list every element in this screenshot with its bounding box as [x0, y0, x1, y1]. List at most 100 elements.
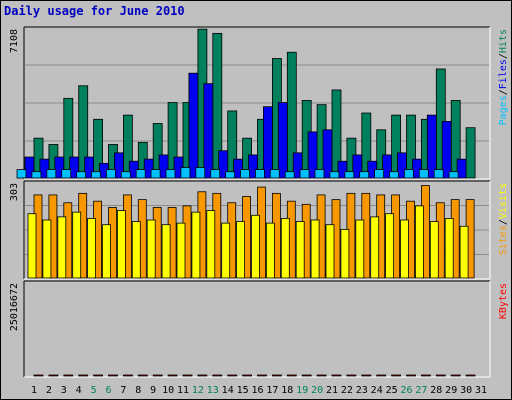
y-max-label-visits: 303 [9, 183, 20, 201]
bar-requests-pages-day-28 [418, 169, 429, 179]
x-tick-label-day-22: 22 [341, 385, 353, 396]
bar-visits-sites-day-21 [325, 224, 335, 279]
x-tick-label-day-16: 16 [251, 385, 263, 396]
bar-visits-sites-day-23 [355, 219, 365, 279]
bar-requests-pages-day-22 [329, 171, 340, 179]
bar-visits-sites-day-11 [176, 222, 186, 279]
bar-requests-files-day-19 [292, 152, 303, 179]
x-tick-label-day-13: 13 [207, 385, 219, 396]
bar-requests-pages-day-10 [150, 169, 161, 179]
bar-requests-files-day-30 [456, 158, 467, 179]
bar-kbytes-kbytes-day-14 [227, 374, 238, 377]
bar-requests-files-day-12 [188, 72, 199, 179]
bar-requests-pages-day-26 [389, 171, 399, 179]
bar-visits-sites-day-7 [117, 210, 126, 279]
bar-requests-files-day-26 [397, 152, 407, 179]
bar-visits-sites-day-6 [102, 224, 111, 279]
bar-requests-files-day-21 [322, 129, 333, 179]
x-tick-label-day-3: 3 [61, 385, 67, 396]
legend-entry-separator: / [498, 89, 509, 95]
x-tick-label-day-17: 17 [266, 385, 278, 396]
bar-visits-sites-day-9 [146, 219, 156, 279]
bar-visits-sites-day-10 [161, 224, 171, 279]
bar-requests-pages-day-3 [46, 169, 57, 179]
x-tick-label-day-11: 11 [177, 385, 189, 396]
x-tick-label-day-21: 21 [326, 385, 338, 396]
bar-requests-pages-day-20 [299, 169, 310, 179]
bar-visits-sites-day-14 [221, 222, 231, 279]
bar-requests-files-day-1 [24, 156, 35, 179]
bar-kbytes-kbytes-day-29 [450, 374, 461, 377]
bar-requests-pages-day-11 [165, 169, 176, 179]
bar-requests-files-day-23 [352, 154, 363, 179]
x-tick-label-day-8: 8 [135, 385, 141, 396]
bar-requests-files-day-22 [337, 160, 348, 179]
bar-requests-pages-day-21 [314, 169, 325, 179]
bar-visits-sites-day-3 [57, 216, 67, 279]
bar-visits-sites-day-26 [400, 219, 409, 279]
bar-requests-files-day-16 [248, 154, 258, 179]
bar-visits-sites-day-22 [340, 229, 350, 279]
bar-kbytes-kbytes-day-9 [152, 374, 163, 377]
legend-entry-visits: Visits [498, 183, 509, 219]
bar-requests-pages-day-6 [91, 171, 101, 179]
bar-kbytes-kbytes-day-25 [391, 374, 402, 377]
x-tick-label-day-6: 6 [105, 385, 111, 396]
bar-requests-files-day-17 [262, 106, 273, 179]
bar-kbytes-kbytes-day-23 [361, 374, 372, 377]
legend-entry-separator: / [498, 219, 509, 225]
bar-requests-files-day-3 [54, 156, 65, 179]
bar-requests-files-day-14 [218, 150, 229, 179]
bar-visits-sites-day-19 [295, 221, 305, 279]
x-tick-label-day-7: 7 [120, 385, 126, 396]
legend-requests: Pages/Files/Hits [498, 29, 509, 125]
bar-requests-files-day-27 [411, 158, 422, 179]
bar-kbytes-kbytes-day-16 [257, 374, 267, 377]
x-tick-label-day-23: 23 [356, 385, 368, 396]
bar-visits-sites-day-25 [385, 213, 395, 279]
legend-visits: Sites/Visits [498, 183, 509, 255]
bar-requests-pages-day-30 [448, 171, 459, 179]
bar-kbytes-kbytes-day-6 [108, 374, 118, 377]
legend-entry-hits: Hits [498, 29, 509, 53]
bar-visits-sites-day-17 [265, 222, 275, 279]
x-tick-label-day-5: 5 [91, 385, 97, 396]
bar-kbytes-kbytes-day-8 [137, 374, 148, 377]
x-tick-label-day-26: 26 [400, 385, 412, 396]
bar-kbytes-kbytes-day-26 [406, 374, 416, 377]
bar-requests-files-day-5 [84, 156, 94, 179]
bar-kbytes-kbytes-day-19 [301, 374, 312, 377]
x-tick-label-day-30: 30 [460, 385, 472, 396]
bar-visits-sites-day-28 [429, 221, 439, 279]
bar-visits-sites-day-5 [87, 218, 96, 279]
bar-requests-pages-day-7 [106, 169, 116, 179]
panel-kbytes-background [24, 281, 490, 377]
bar-kbytes-kbytes-day-27 [420, 374, 431, 377]
bar-visits-sites-day-2 [42, 219, 52, 279]
bar-requests-files-day-13 [203, 83, 214, 179]
bar-requests-files-day-29 [441, 121, 452, 179]
bar-visits-sites-day-24 [370, 216, 380, 279]
bar-requests-files-day-15 [233, 158, 244, 179]
bar-requests-pages-day-13 [195, 167, 206, 179]
bar-requests-files-day-2 [39, 158, 50, 179]
chart-title: Daily usage for June 2010 [4, 4, 185, 18]
bar-visits-sites-day-29 [444, 218, 454, 279]
legend-entry-files: Files [498, 59, 509, 89]
x-tick-label-day-10: 10 [162, 385, 174, 396]
x-tick-label-day-28: 28 [430, 385, 442, 396]
x-tick-label-day-2: 2 [46, 385, 52, 396]
bar-kbytes-kbytes-day-1 [33, 374, 44, 377]
x-tick-label-day-31: 31 [475, 385, 487, 396]
legend-kbytes: KBytes [498, 283, 509, 319]
bar-requests-files-day-18 [277, 102, 288, 179]
bar-requests-pages-day-18 [269, 169, 280, 179]
bar-kbytes-kbytes-day-24 [376, 374, 387, 377]
bar-kbytes-kbytes-day-10 [167, 374, 178, 377]
bar-kbytes-kbytes-day-13 [212, 374, 223, 377]
bar-visits-sites-day-16 [251, 214, 260, 279]
bar-kbytes-kbytes-day-17 [271, 374, 282, 377]
y-max-label-requests: 7108 [9, 29, 20, 53]
bar-requests-pages-day-5 [76, 171, 86, 179]
bar-visits-sites-day-1 [27, 213, 37, 279]
